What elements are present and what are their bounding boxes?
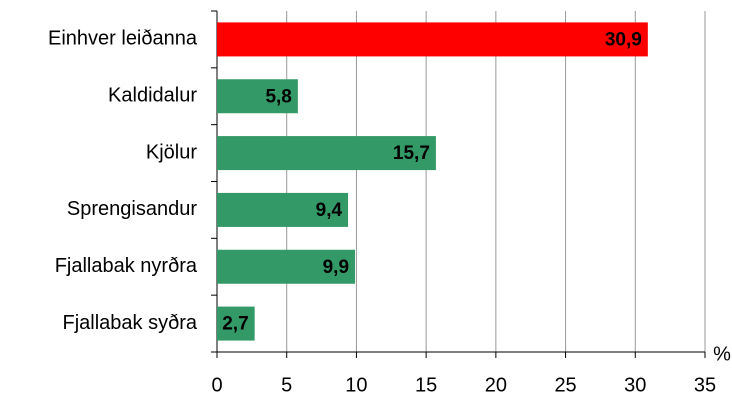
x-tick-label: 35: [694, 374, 716, 396]
bar: [217, 306, 255, 341]
bar: [217, 22, 648, 57]
value-label: 9,4: [316, 200, 343, 221]
y-tick-label: Fjallabak syðra: [62, 312, 197, 334]
x-tick-label: 10: [345, 374, 367, 396]
y-tick-label: Kjölur: [146, 141, 197, 163]
value-label: 2,7: [222, 314, 248, 335]
value-label: 9,9: [323, 257, 349, 278]
y-tick-label: Einhver leiðanna: [48, 28, 198, 50]
x-tick-label: 25: [554, 374, 576, 396]
value-label: 30,9: [605, 29, 642, 50]
x-tick-label: 0: [211, 374, 222, 396]
y-tick-label: Kaldidalur: [108, 85, 197, 107]
bar: [217, 192, 349, 227]
bar: [217, 79, 298, 114]
x-tick-label: 20: [485, 374, 507, 396]
y-tick-label: Sprengisandur: [67, 198, 197, 220]
bar: [217, 136, 436, 171]
x-tick-label: 5: [281, 374, 292, 396]
y-tick-label: Fjallabak nyrðra: [55, 255, 198, 277]
value-label: 5,8: [265, 86, 291, 107]
value-label: 15,7: [393, 143, 430, 164]
x-axis-label: %: [713, 343, 731, 365]
x-tick-label: 30: [624, 374, 646, 396]
bar: [217, 249, 356, 284]
x-tick-label: 15: [415, 374, 437, 396]
